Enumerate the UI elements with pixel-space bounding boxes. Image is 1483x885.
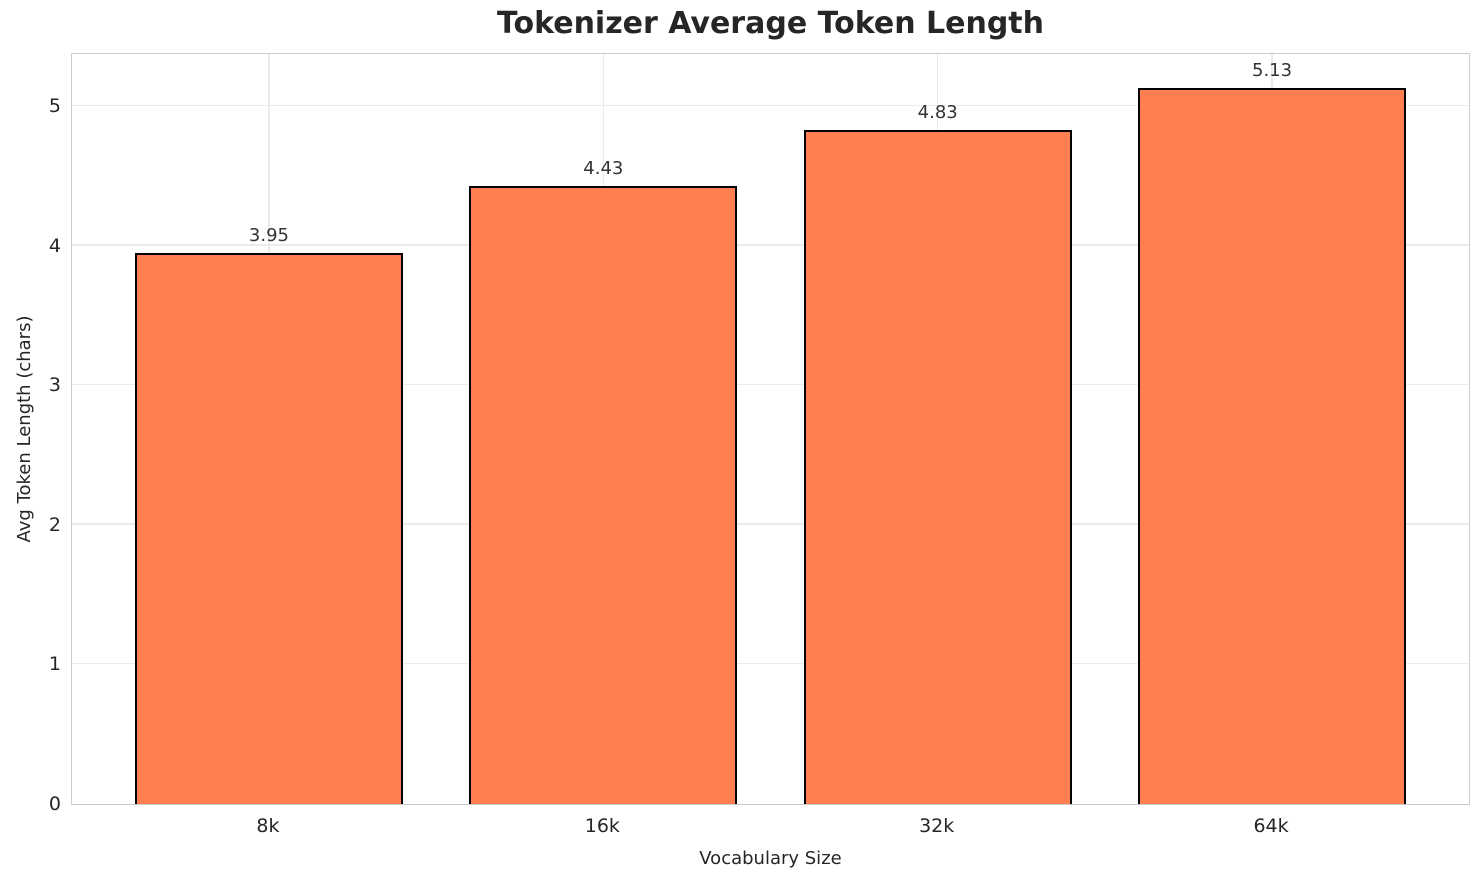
bar-32k [803, 130, 1072, 804]
x-tick-label: 64k [1253, 815, 1289, 837]
y-tick-label: 0 [48, 793, 61, 815]
y-gridline [72, 104, 1469, 107]
y-gridline [72, 662, 1469, 665]
x-axis-label: Vocabulary Size [699, 848, 842, 869]
bar-value-label: 4.83 [917, 102, 958, 124]
bar-64k [1138, 88, 1407, 804]
y-tick-label: 2 [48, 513, 61, 536]
y-tick-label: 4 [48, 234, 61, 257]
plot-area: 3.95 4.43 4.83 5.13 [71, 53, 1470, 805]
bar-group-64k: 5.13 [1138, 60, 1407, 804]
x-tick-label: 32k [919, 815, 955, 837]
bar-value-label: 3.95 [248, 224, 289, 246]
y-gridline [72, 244, 1469, 246]
bar-group-8k: 3.95 [134, 225, 403, 804]
x-tick-label: 8k [256, 815, 280, 837]
y-tick-label: 3 [48, 374, 61, 397]
y-tick-label: 1 [48, 653, 61, 676]
chart-title: Tokenizer Average Token Length [496, 6, 1044, 41]
bar-value-label: 5.13 [1252, 60, 1293, 82]
y-tick-label: 5 [48, 95, 61, 118]
y-gridline [72, 523, 1469, 525]
bar-group-16k: 4.43 [469, 158, 738, 804]
bar-value-label: 4.43 [583, 157, 624, 179]
y-axis-label: Avg Token Length (chars) [14, 315, 35, 543]
bar-16k [469, 185, 738, 804]
y-gridline [72, 383, 1469, 386]
x-tick-label: 16k [584, 815, 620, 837]
bar-8k [134, 252, 403, 804]
bar-group-32k: 4.83 [803, 102, 1072, 804]
